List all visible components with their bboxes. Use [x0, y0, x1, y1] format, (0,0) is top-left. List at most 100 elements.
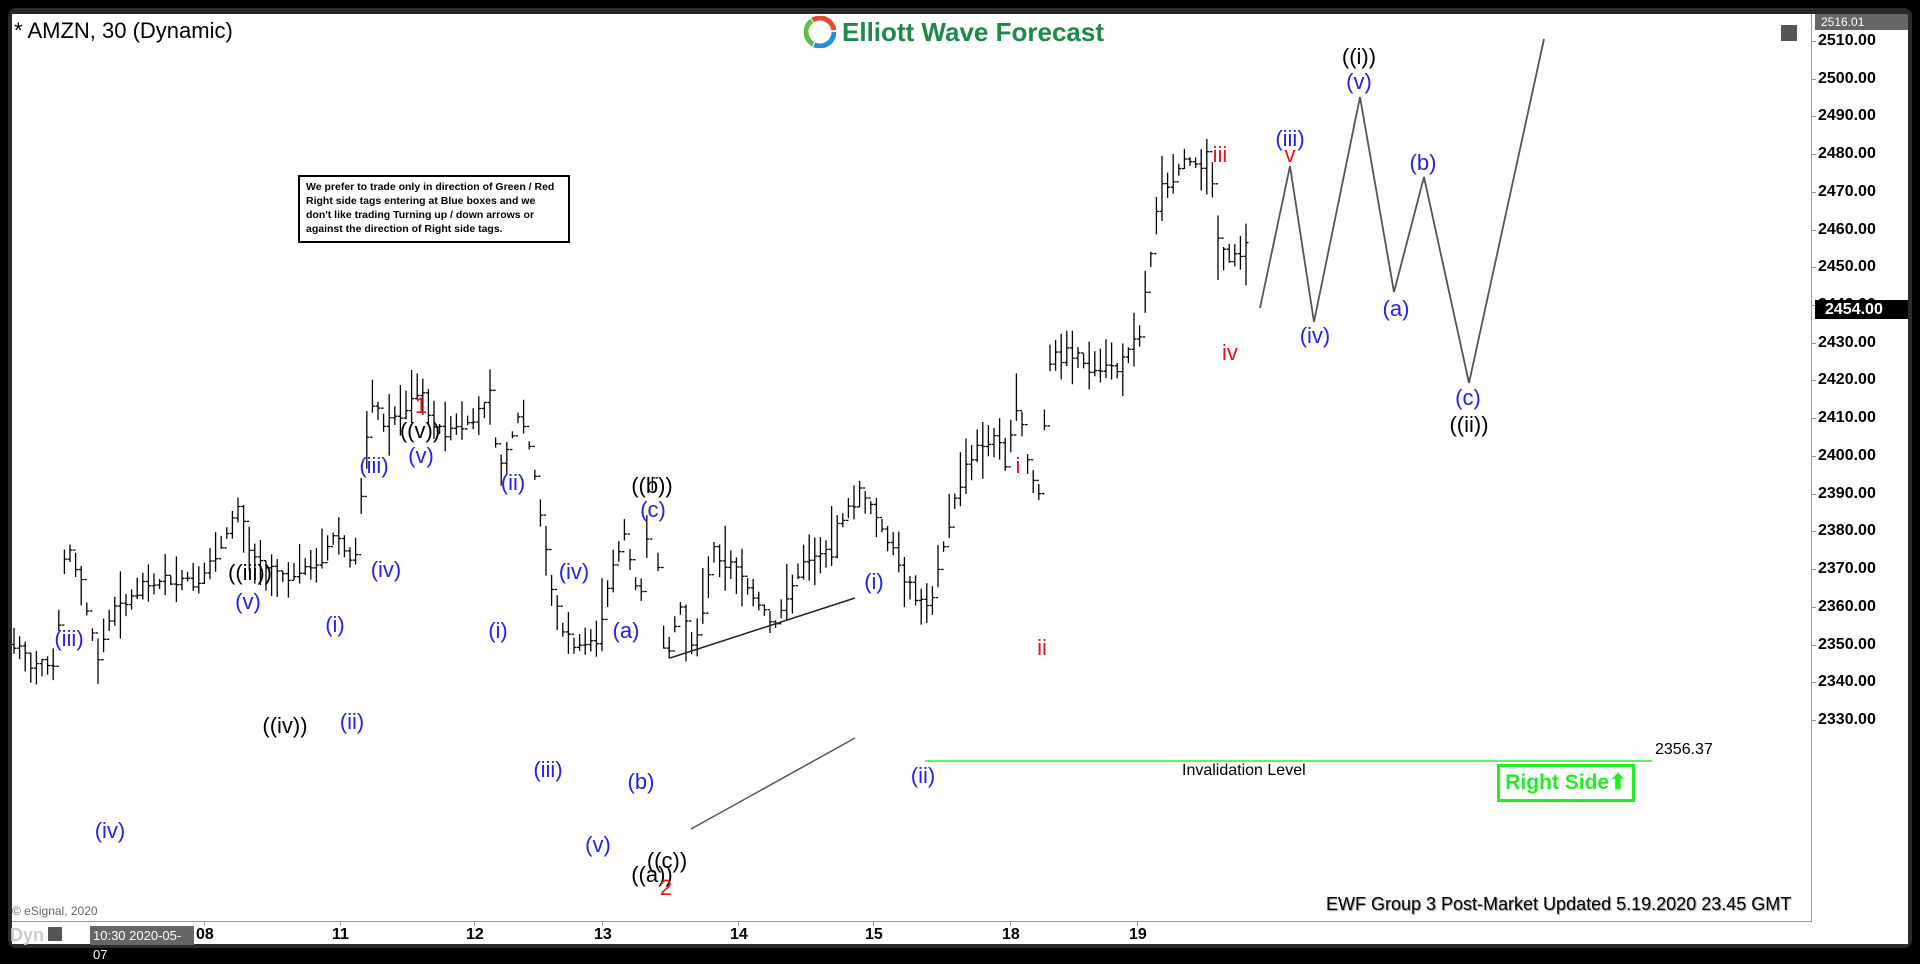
time-axis-tick	[1010, 921, 1011, 926]
right-side-label: Right Side	[1505, 771, 1610, 794]
wave-label: (iii)	[533, 757, 562, 782]
price-axis-tick	[1811, 305, 1816, 307]
wave-label: 1	[415, 393, 427, 418]
wave-label: (a)	[613, 618, 640, 643]
projection-label: (b)	[1410, 150, 1437, 175]
price-axis-tick	[1811, 380, 1816, 382]
price-axis-label: 2450.00	[1818, 258, 1876, 276]
ohlc-bars	[11, 138, 1249, 685]
time-axis-label: 12	[466, 926, 484, 943]
time-axis-label: 08	[196, 926, 214, 943]
price-axis-tick	[1811, 342, 1816, 344]
wave-label: (i)	[488, 618, 508, 643]
price-axis-label: 2490.00	[1818, 107, 1876, 125]
wave-label: (c)	[640, 497, 666, 522]
price-axis-tick	[1811, 682, 1816, 684]
projection-label: (a)	[1383, 296, 1410, 321]
time-axis-label: 13	[594, 926, 612, 943]
price-axis-label: 2380.00	[1818, 522, 1876, 540]
wave-label: i	[1016, 453, 1021, 478]
wave-label: (ii)	[501, 470, 525, 495]
time-axis-tick	[474, 921, 475, 926]
price-axis-tick	[1811, 493, 1816, 495]
wave-label: iii	[1213, 142, 1228, 167]
wave-label: ((iv))	[262, 713, 307, 738]
price-axis-tick	[1811, 41, 1816, 42]
wave-label: ((iii))	[228, 560, 272, 585]
projection-path	[1259, 38, 1545, 384]
time-axis-tick	[873, 921, 874, 926]
wave-label: (i)	[325, 612, 345, 637]
restore-window-icon[interactable]	[1781, 25, 1797, 41]
price-axis-tick	[1811, 78, 1816, 80]
wave-label: (ii)	[911, 763, 935, 788]
update-stamp: EWF Group 3 Post-Market Updated 5.19.202…	[1326, 894, 1792, 914]
price-axis-tick	[1811, 606, 1816, 608]
price-axis-label: 2330.00	[1818, 710, 1876, 728]
time-axis-label: 19	[1129, 926, 1147, 943]
price-axis-tick	[1811, 116, 1816, 118]
time-axis-label: 15	[865, 926, 883, 943]
price-axis-label: 2480.00	[1818, 145, 1876, 163]
time-axis-line	[12, 921, 1812, 922]
right-side-tag: Right Side⬆	[1497, 764, 1635, 802]
brand-logo: Elliott Wave Forecast	[804, 16, 1104, 48]
price-axis-tick	[1811, 191, 1816, 193]
price-axis-label: 2470.00	[1818, 182, 1876, 200]
wave-label: ii	[1037, 635, 1047, 660]
price-axis-tick	[1811, 455, 1816, 457]
price-axis-label: 2350.00	[1818, 635, 1876, 653]
wave-label: (iii)	[54, 626, 83, 651]
wave-label: ((a))	[631, 862, 673, 887]
wave-label: (ii)	[340, 709, 364, 734]
brand-swirl-icon	[804, 16, 836, 48]
wave-label: (iv)	[371, 557, 402, 582]
diagonal-lower-line	[690, 737, 856, 830]
projection-label: ((ii))	[1449, 412, 1488, 437]
projection-label: (iii)	[1275, 126, 1304, 151]
price-axis-tick	[1811, 418, 1816, 420]
wave-label: (iv)	[95, 818, 126, 843]
price-axis-label: 2390.00	[1818, 484, 1876, 502]
projection-label: (v)	[1346, 69, 1372, 94]
projection-label: v	[1285, 142, 1296, 167]
price-axis-label: 2460.00	[1818, 220, 1876, 238]
price-axis-label: 2370.00	[1818, 560, 1876, 578]
price-axis-tick	[1811, 154, 1816, 156]
wave-label: (v)	[235, 589, 261, 614]
price-axis-tick	[1811, 719, 1816, 721]
projection-label: (c)	[1455, 385, 1481, 410]
wave-label: (b)	[628, 769, 655, 794]
time-axis-tick	[602, 921, 603, 926]
price-axis-label: 2510.00	[1818, 32, 1876, 49]
price-axis-tick	[1811, 644, 1816, 646]
price-axis-label: 2400.00	[1818, 446, 1876, 464]
cursor-date: 10:30 2020-05-07	[90, 926, 194, 962]
wave-label: iv	[1222, 340, 1238, 365]
trading-note: We prefer to trade only in direction of …	[298, 175, 570, 243]
wave-label: (i)	[864, 569, 884, 594]
symbol-title: * AMZN, 30 (Dynamic)	[14, 18, 233, 43]
time-axis-tick	[1137, 921, 1138, 926]
projection-label: ((i))	[1342, 44, 1376, 69]
price-axis-label: 2420.00	[1818, 371, 1876, 389]
time-axis-label: 18	[1002, 926, 1020, 943]
wave-label: ((c))	[647, 848, 687, 873]
wave-label: (v)	[408, 443, 434, 468]
brand-name: Elliott Wave Forecast	[842, 16, 1104, 47]
high-price-tag: 2516.01	[1815, 14, 1908, 30]
wave-label: 2	[660, 875, 672, 900]
price-axis-label: 2360.00	[1818, 597, 1876, 615]
price-axis-label: 2340.00	[1818, 673, 1876, 691]
lock-icon[interactable]	[48, 927, 62, 941]
copyright: © eSignal, 2020	[12, 904, 98, 918]
wave-label: (iv)	[559, 559, 590, 584]
wave-label: ((b))	[631, 473, 673, 498]
invalidation-price: 2356.37	[1655, 741, 1713, 758]
dynamic-label: Dyn	[10, 925, 45, 945]
price-axis-tick	[1811, 267, 1816, 269]
time-axis-tick	[340, 921, 341, 926]
time-axis-tick	[204, 921, 205, 926]
price-axis-label: 2500.00	[1818, 69, 1876, 87]
